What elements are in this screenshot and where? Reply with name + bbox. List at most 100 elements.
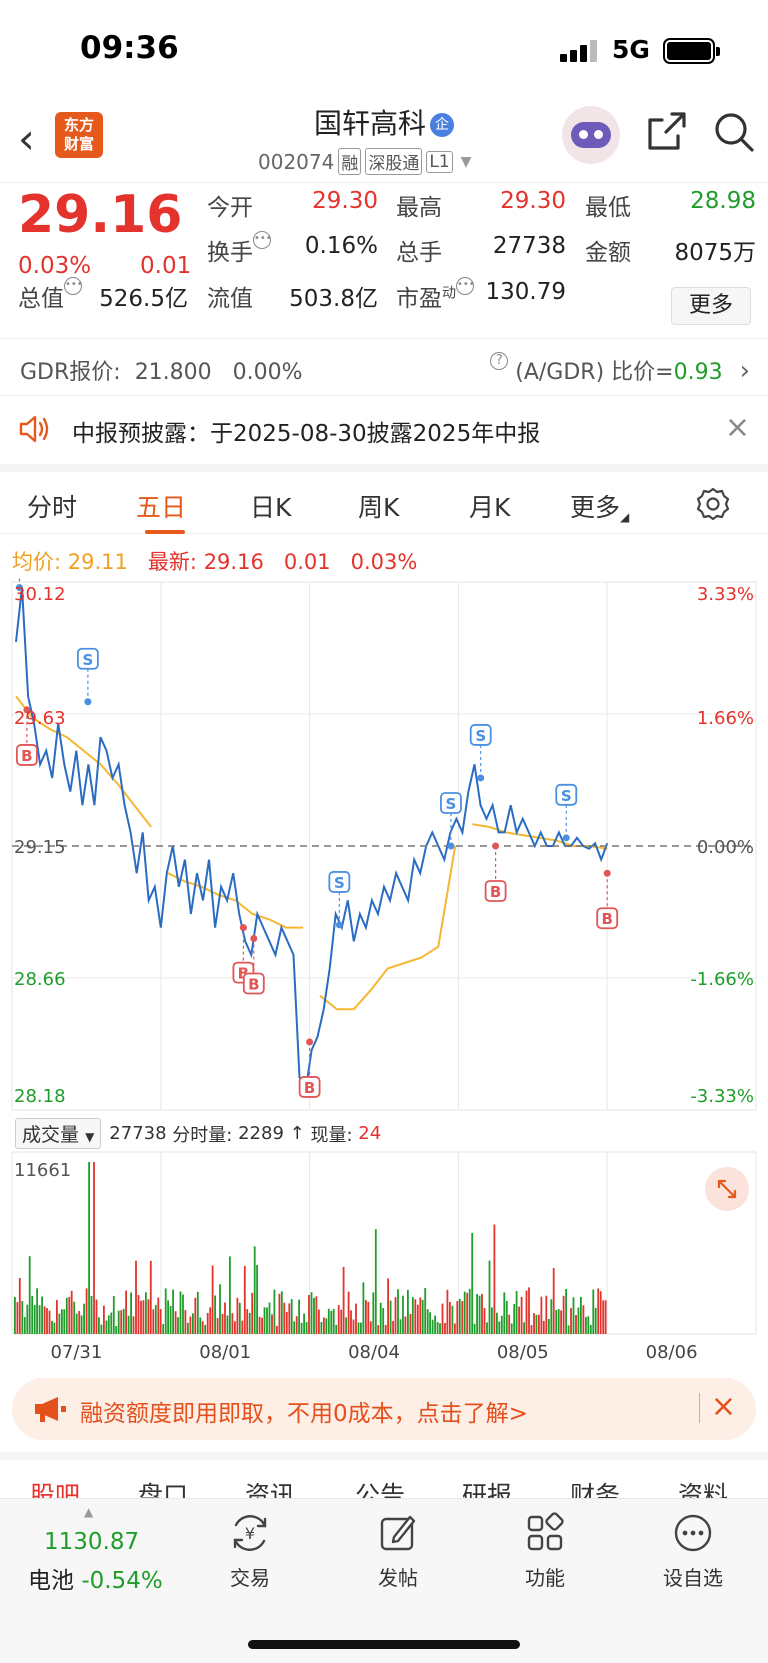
post-button[interactable]: 发帖	[353, 1509, 443, 1591]
x-tick-label: 08/06	[646, 1342, 698, 1363]
volume-bar	[182, 1294, 184, 1334]
volume-bar	[337, 1305, 340, 1334]
logo-text-2: 财富	[63, 135, 94, 153]
back-button[interactable]: ‹	[18, 114, 35, 163]
volume-bar	[436, 1322, 439, 1334]
tab-five-day[interactable]: 五日	[136, 493, 187, 522]
volume-bar	[552, 1268, 555, 1334]
gdr-row[interactable]: GDR报价: 21.800 0.00% ? (A/GDR) 比价=0.93 ›	[0, 338, 768, 396]
volume-bar	[80, 1315, 83, 1334]
tab-weekly-k[interactable]: 周K	[358, 493, 400, 522]
volume-bar	[298, 1299, 300, 1334]
functions-button[interactable]: 功能	[500, 1509, 590, 1591]
close-icon[interactable]: ×	[724, 410, 750, 445]
x-tick-label: 08/01	[199, 1342, 251, 1363]
volume-bar	[117, 1310, 120, 1334]
volume-label: 总手	[396, 240, 442, 266]
volume-bar	[283, 1302, 286, 1334]
pct-tick-label: 0.00%	[697, 837, 754, 858]
volume-bar	[127, 1315, 130, 1334]
mktcap-label: 总值•••	[18, 277, 83, 313]
tab-intraday[interactable]: 分时	[27, 493, 78, 522]
volume-bar	[68, 1296, 71, 1334]
volume-bar	[540, 1296, 543, 1334]
promo-banner[interactable]: 融资额度即用即取，不用0成本，点击了解> ×	[12, 1378, 756, 1440]
volume-bar	[458, 1298, 461, 1334]
volume-max-label: 11661	[14, 1160, 71, 1181]
volume-bar	[503, 1292, 506, 1334]
sector-index[interactable]: 1130.87 电池 -0.54%	[28, 1529, 163, 1595]
post-label: 发帖	[378, 1566, 418, 1590]
volume-bar	[85, 1288, 88, 1334]
gdr-ratio-value: 0.93	[673, 360, 723, 385]
amount-label: 金额	[585, 240, 631, 266]
more-button[interactable]: 更多	[671, 287, 751, 325]
volume-bar	[523, 1322, 525, 1334]
volume-bar	[132, 1316, 135, 1334]
volume-bar	[83, 1303, 85, 1334]
trade-button[interactable]: ¥ 交易	[205, 1509, 295, 1591]
buy-marker	[484, 880, 507, 902]
info-icon[interactable]: •••	[456, 277, 475, 295]
ai-assistant-avatar[interactable]	[562, 106, 620, 164]
volume-bar	[382, 1308, 385, 1334]
volume-bar	[369, 1321, 372, 1334]
help-icon[interactable]: ?	[490, 352, 509, 370]
volume-bar	[293, 1321, 296, 1334]
watchlist-button[interactable]: 设自选	[648, 1509, 738, 1591]
volume-bar	[36, 1288, 38, 1334]
tab-monthly-k[interactable]: 月K	[469, 493, 511, 522]
volume-bar	[352, 1319, 355, 1334]
close-icon[interactable]: ×	[710, 1389, 736, 1424]
marker-dot	[306, 1038, 314, 1046]
stock-code-line[interactable]: 002074 融 深股通 L1 ▼	[258, 148, 471, 175]
tab-daily-k[interactable]: 日K	[250, 493, 292, 522]
info-icon[interactable]: •••	[64, 277, 83, 295]
volume-bar	[187, 1322, 189, 1334]
five-day-chart[interactable]: SBSBBBSSSBSB 30.1229.6329.1528.6628.183.…	[0, 578, 768, 1368]
volume-bar	[16, 1302, 19, 1334]
volume-bar	[174, 1311, 177, 1334]
settings-icon[interactable]	[695, 486, 731, 522]
volume-bar	[241, 1320, 244, 1334]
volume-bar	[152, 1309, 155, 1334]
volume-selector[interactable]: 成交量 ▼	[15, 1118, 102, 1149]
volume-bar	[542, 1320, 545, 1334]
notice-banner[interactable]: 中报预披露：于2025-08-30披露2025年中报 ×	[0, 396, 768, 464]
megaphone-icon	[35, 1397, 66, 1422]
expand-button[interactable]	[705, 1167, 749, 1211]
volume-bar	[253, 1246, 256, 1334]
volume-grid	[11, 1151, 757, 1335]
chart-period-tabs: 分时 五日 日K 周K 月K 更多◢	[0, 464, 768, 534]
marker-label: B	[601, 910, 612, 928]
volume-bar	[46, 1308, 48, 1334]
volume-bar	[528, 1287, 530, 1334]
volume-bar	[592, 1289, 595, 1334]
volume-bar	[95, 1299, 98, 1334]
volume-bar	[463, 1291, 466, 1334]
tab-more[interactable]: 更多◢	[570, 488, 629, 524]
avg-label: 均价:	[12, 550, 62, 574]
marker-label: B	[238, 965, 249, 983]
volume-bar	[533, 1313, 535, 1334]
pe-value: 130.79	[485, 279, 566, 305]
caret-down-icon: ▼	[85, 1130, 95, 1144]
volume-bar	[234, 1321, 236, 1334]
search-icon[interactable]	[712, 110, 756, 154]
volume-bar	[75, 1313, 78, 1334]
volume-bar	[481, 1293, 483, 1334]
volume-bar	[199, 1317, 202, 1334]
volume-bar	[103, 1305, 105, 1334]
volume-bar	[209, 1307, 212, 1334]
volume-bar	[530, 1325, 533, 1334]
share-icon[interactable]	[644, 110, 688, 154]
info-icon[interactable]: •••	[253, 231, 272, 249]
volume-bar	[387, 1278, 389, 1334]
float-value: 503.8亿	[289, 286, 378, 312]
latest-change: 0.01	[283, 550, 331, 574]
volume-bar	[483, 1308, 486, 1334]
volume-bar	[256, 1265, 258, 1334]
volume-bar	[56, 1300, 58, 1334]
volume-bar	[429, 1312, 431, 1334]
volume-bar	[597, 1288, 600, 1334]
